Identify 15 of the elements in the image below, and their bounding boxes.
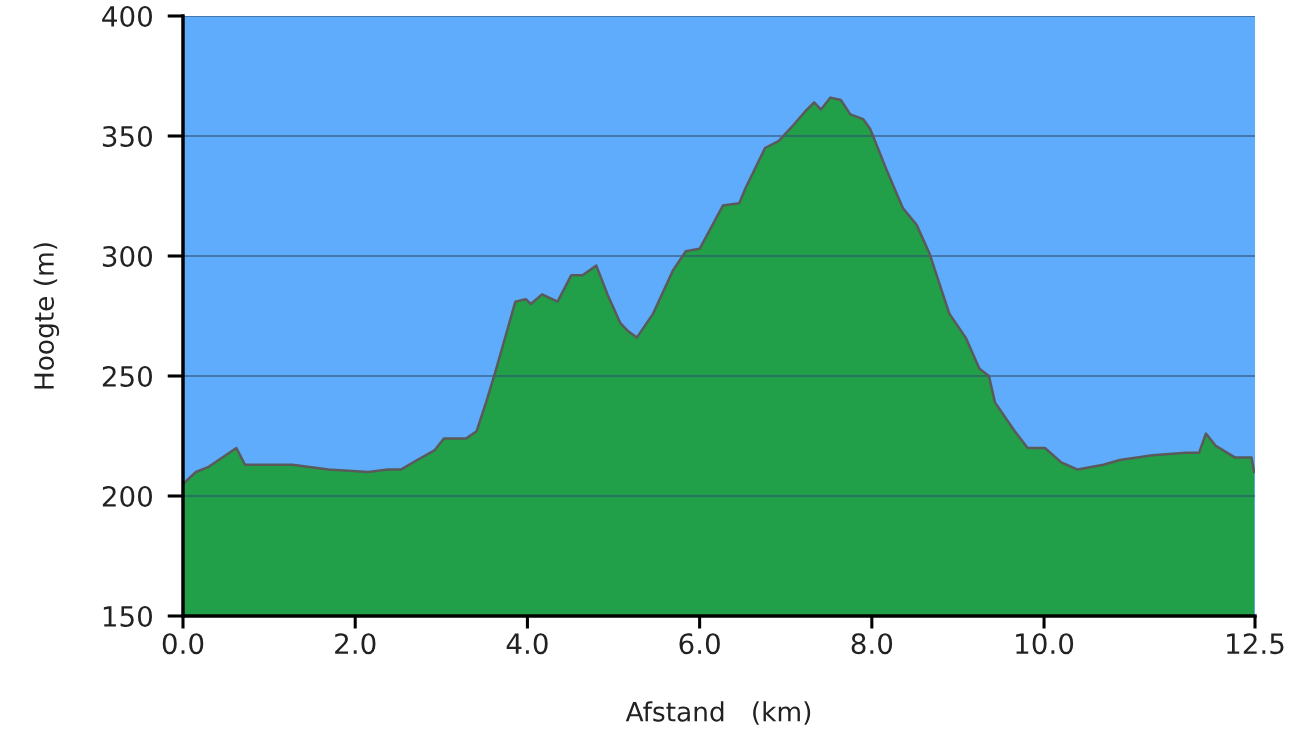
y-tick-label: 250	[102, 365, 152, 387]
x-tick-label: 0.0	[162, 633, 204, 655]
x-tick-label: 6.0	[679, 633, 720, 655]
y-tick-label: 200	[102, 485, 152, 507]
x-tick-label: 4.0	[506, 633, 548, 655]
y-tick-label: 350	[102, 125, 152, 147]
y-tick-label: 150	[103, 605, 152, 627]
x-tick-label: 2.0	[335, 633, 376, 655]
x-tick-label: 8.0	[851, 633, 893, 655]
x-axis-title: Afstand (km)	[625, 701, 811, 725]
y-axis-title: Hoogte (m)	[33, 243, 60, 389]
y-tick-label: 400	[102, 5, 152, 27]
x-tick-label: 12.5	[1227, 633, 1284, 655]
x-tick-label: 10.0	[1016, 633, 1074, 655]
y-tick-label: 300	[102, 245, 152, 267]
